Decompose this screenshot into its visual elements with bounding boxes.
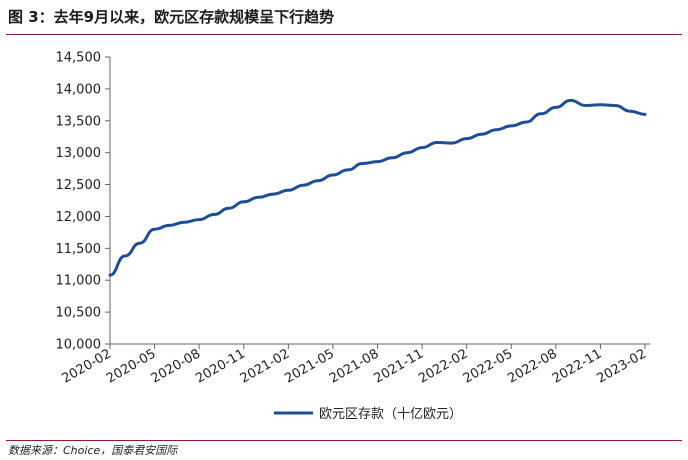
y-tick-label: 10,000 <box>56 338 102 353</box>
y-tick-label: 13,000 <box>56 146 102 161</box>
x-tick-label: 2021-08 <box>327 346 382 386</box>
title-divider <box>6 34 682 35</box>
x-tick-label: 2022-05 <box>461 346 516 386</box>
x-tick-label: 2021-02 <box>238 346 293 386</box>
source-note: 数据来源：Choice，国泰君安国际 <box>8 444 178 457</box>
y-tick-label: 14,500 <box>56 51 102 66</box>
y-tick-label: 13,500 <box>56 114 102 129</box>
x-tick-label: 2021-05 <box>282 346 337 386</box>
y-tick-label: 12,000 <box>56 210 102 225</box>
x-tick-label: 2021-11 <box>372 346 427 386</box>
x-tick-label: 2020-08 <box>149 346 204 386</box>
chart-title: 图 3：去年9月以来，欧元区存款规模呈下行趋势 <box>8 8 335 26</box>
y-axis: 10,000 10,500 11,000 11,500 12,000 12,500 13,0… <box>56 51 111 353</box>
y-tick-label: 11,500 <box>56 242 102 257</box>
series-layer <box>108 98 647 277</box>
y-tick-label: 10,500 <box>56 306 102 321</box>
y-tick-label: 14,000 <box>56 82 102 97</box>
y-tick-label: 11,000 <box>56 274 102 289</box>
series-line-eurozone-deposits <box>108 98 647 277</box>
x-tick-label: 2020-05 <box>104 346 159 386</box>
footer-divider <box>6 440 682 441</box>
y-tick-label: 12,500 <box>56 178 102 193</box>
legend-label: 欧元区存款（十亿欧元） <box>319 407 462 422</box>
x-axis: 2020-022020-052020-082020-112021-022021-… <box>59 343 650 387</box>
x-tick-label: 2020-11 <box>193 346 248 386</box>
x-tick-label: 2022-11 <box>550 346 605 386</box>
legend: 欧元区存款（十亿欧元） <box>274 407 462 422</box>
x-tick-label: 2023-02 <box>594 346 649 386</box>
x-tick-label: 2022-08 <box>505 346 560 386</box>
line-chart: 10,000 10,500 11,000 11,500 12,000 12,500 13,0… <box>56 51 650 422</box>
x-tick-label: 2022-02 <box>416 346 471 386</box>
